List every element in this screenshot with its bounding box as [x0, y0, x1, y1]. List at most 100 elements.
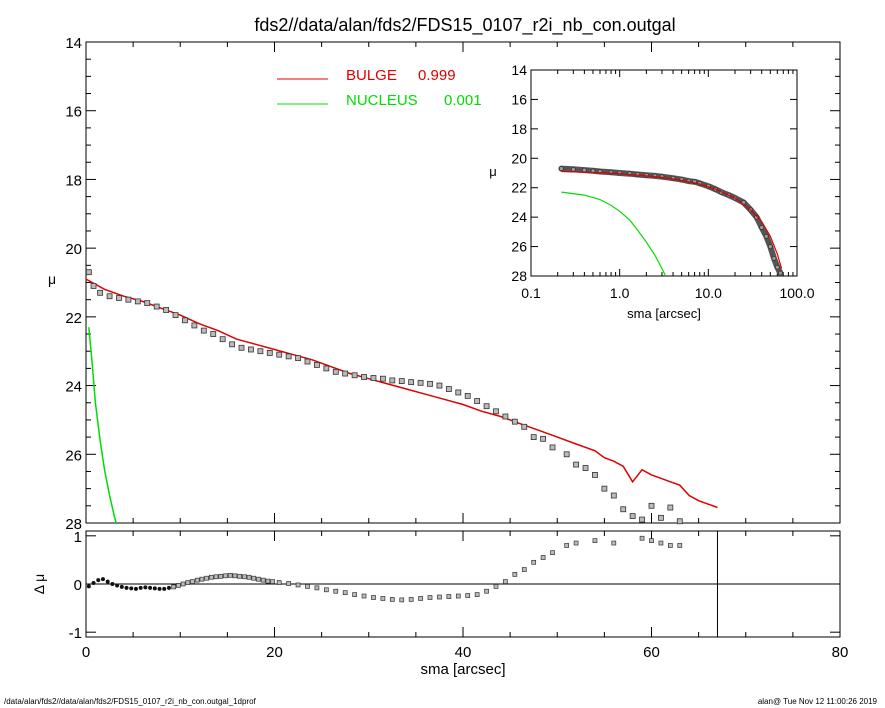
legend-bulge-label: BULGE	[346, 67, 397, 84]
main-panel: 14 16 18 20 22 24 26 28 μ	[48, 35, 841, 533]
residual-point	[446, 594, 452, 599]
residual-point	[573, 540, 579, 546]
residual-point	[455, 593, 461, 599]
main-y-tick-label: 14	[65, 35, 82, 52]
inset-y-tick-label: 16	[511, 91, 527, 107]
inset-data-point	[771, 256, 777, 261]
inset-y-tick-label: 26	[511, 239, 527, 255]
main-data-point	[389, 377, 396, 384]
inset-x-tick-label: 10.0	[695, 285, 722, 301]
main-data-point	[304, 358, 311, 365]
main-data-point	[464, 392, 471, 399]
residual-point	[251, 575, 257, 581]
main-data-point	[97, 289, 104, 296]
inset-y-tick-label: 24	[511, 209, 527, 225]
main-data-point	[163, 307, 170, 313]
residual-point	[190, 579, 195, 584]
inset-data-point	[775, 264, 780, 270]
residual-point	[91, 581, 96, 586]
main-data-point	[549, 444, 556, 451]
main-y-tick-label: 26	[65, 447, 82, 464]
main-data-point	[323, 365, 330, 372]
residual-x-tick-label: 0	[82, 644, 90, 661]
residual-point	[100, 577, 105, 582]
residual-point	[512, 572, 518, 577]
inset-data-point	[759, 225, 765, 230]
residual-point	[465, 593, 471, 598]
main-data-point	[153, 303, 160, 310]
main-data-point	[417, 379, 424, 386]
residual-point	[408, 597, 414, 602]
residual-point	[305, 584, 310, 589]
residual-point	[342, 590, 348, 596]
residual-point	[204, 575, 209, 581]
residual-point	[218, 573, 224, 579]
main-y-tick-label: 28	[65, 516, 82, 533]
main-y-axis-label: μ	[48, 271, 56, 287]
main-data-point	[342, 370, 349, 377]
main-data-point	[116, 295, 122, 301]
main-data-point	[592, 471, 598, 478]
main-data-point	[676, 518, 683, 525]
residual-point	[194, 577, 200, 583]
main-data-point	[191, 322, 198, 329]
main-data-point	[582, 465, 589, 471]
inset-y-tick-label: 18	[511, 121, 527, 137]
main-data-point	[483, 403, 490, 410]
main-axis-ticks: 14 16 18 20 22 24 26 28	[65, 35, 841, 533]
residual-point	[550, 550, 555, 556]
residual-point	[115, 583, 120, 588]
main-data-point	[379, 375, 386, 382]
chart-title: fds2//data/alan/fds2/FDS15_0107_r2i_nb_c…	[254, 15, 675, 36]
inset-data-point	[571, 167, 576, 172]
main-data-point	[639, 516, 645, 523]
residual-x-tick-label: 20	[266, 644, 283, 661]
main-y-tick-label: 16	[65, 104, 82, 121]
residual-point	[124, 585, 129, 590]
residual-point	[119, 584, 124, 589]
inset-x-tick-label: 100.0	[779, 285, 814, 301]
residual-x-tick-label: 60	[643, 644, 660, 661]
main-data-point	[276, 351, 283, 358]
legend-nucleus-value: 0.001	[444, 92, 482, 109]
main-data-point	[502, 413, 509, 420]
residual-y-tick-label: 1	[74, 529, 82, 546]
residual-x-tick-label: 80	[832, 644, 849, 661]
main-y-tick-label: 22	[65, 310, 82, 327]
residual-point	[223, 573, 228, 579]
main-data-point	[106, 293, 113, 300]
inset-data-point	[582, 167, 587, 173]
main-data-point	[370, 375, 377, 381]
main-data-point	[266, 350, 273, 356]
main-data-point	[90, 283, 97, 289]
inset-x-tick-label: 1.0	[610, 285, 630, 301]
legend: BULGE 0.999 NUCLEUS 0.001	[277, 67, 482, 109]
main-data-point	[436, 382, 443, 389]
main-data-point	[601, 485, 608, 492]
legend-bulge-value: 0.999	[418, 67, 456, 84]
residual-point	[564, 543, 570, 548]
inset-y-tick-label: 20	[511, 150, 527, 166]
inset-data-series	[558, 165, 784, 277]
residual-point	[493, 584, 499, 589]
residual-point	[105, 579, 110, 584]
inset-panel: 14 16 18 20 22 24 26 280.1 1.0 10.0 100.0 μ sma [a…	[489, 62, 814, 321]
residual-point	[427, 595, 433, 600]
residual-point	[474, 592, 480, 597]
main-data-point	[248, 346, 254, 353]
main-data-point	[182, 317, 188, 324]
residual-point	[185, 580, 191, 585]
inset-y-tick-label: 14	[511, 62, 527, 78]
main-nucleus-line	[88, 327, 117, 524]
main-data-point	[427, 380, 433, 387]
main-data-point	[573, 461, 579, 468]
inset-axis-ticks: 14 16 18 20 22 24 26 280.1 1.0 10.0 100.0	[511, 62, 814, 301]
main-data-point	[219, 336, 226, 343]
inset-plot-background	[530, 69, 798, 277]
main-data-point	[332, 368, 339, 375]
residual-point	[611, 540, 617, 546]
main-data-point	[667, 504, 674, 511]
